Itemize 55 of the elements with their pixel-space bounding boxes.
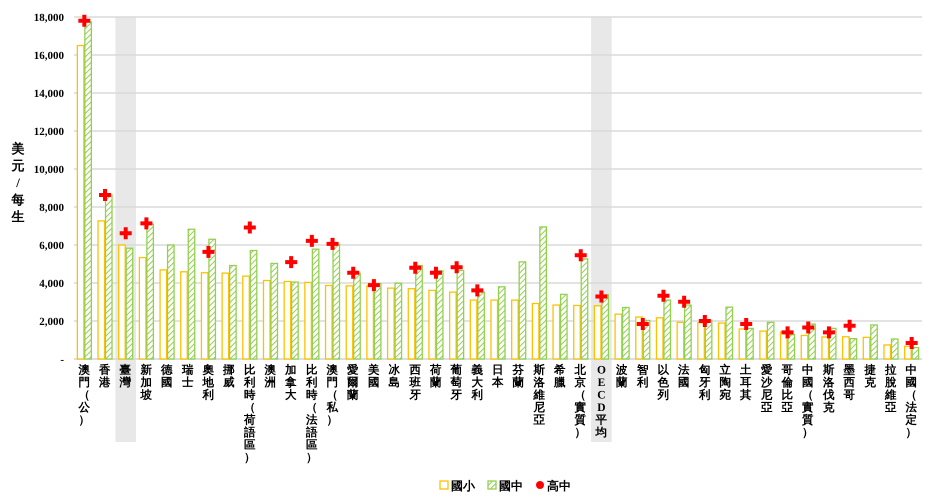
x-tick-label: 中國（實質） (802, 364, 814, 439)
y-tick-label: 12,000 (34, 126, 64, 138)
x-tick-label: 匈牙利 (698, 364, 711, 402)
x-tick-label: 愛沙尼亞 (760, 364, 773, 414)
x-tick-label: 德國 (161, 364, 174, 389)
x-tick-label: 比利時（荷語區） (244, 364, 256, 464)
x-tick-label: 新加坡 (140, 364, 152, 402)
x-tick-label: 澳門（私） (326, 364, 339, 426)
y-axis-title: 美元/每生 (12, 141, 24, 224)
x-tick-label: 以色列 (657, 364, 670, 402)
y-tick-label: 6,000 (39, 240, 64, 252)
x-tick-label: 挪威 (223, 364, 236, 389)
y-tick-label: 10,000 (34, 164, 64, 176)
x-tick-label: 中國（法定） (906, 364, 918, 439)
x-tick-label: 斯洛伐克 (822, 364, 835, 414)
x-tick-label: 美國 (368, 364, 380, 389)
x-tick-label: 葡萄牙 (450, 364, 463, 402)
x-tick-label: 澳洲 (264, 364, 276, 389)
x-tick-label: OECD平均 (595, 364, 608, 439)
x-tick-label: 法國 (678, 364, 690, 389)
x-tick-label: 荷蘭 (430, 364, 442, 389)
x-tick-label: 義大利 (471, 364, 484, 402)
x-tick-label: 臺灣 (120, 364, 132, 389)
y-tick-label: 2,000 (39, 316, 64, 328)
y-tick-label: 8,000 (39, 202, 64, 214)
legend-label: 高中 (547, 479, 571, 493)
x-tick-label: 希臘 (554, 364, 566, 389)
x-tick-label: 立陶宛 (720, 364, 732, 402)
x-tick-label: 北京（實質） (574, 364, 587, 439)
x-tick-label: 澳門（公） (78, 364, 90, 426)
x-tick-label: 智利 (636, 364, 649, 389)
y-tick-label: 14,000 (34, 88, 64, 100)
x-tick-label: 愛爾蘭 (347, 364, 360, 402)
x-tick-label: 斯洛維尼亞 (533, 364, 546, 426)
x-tick-label: 比利時（法語區） (306, 364, 318, 464)
x-tick-label: 加拿大 (285, 364, 298, 402)
x-tick-label: 冰島 (388, 364, 401, 389)
x-tick-label: 西班牙 (409, 364, 422, 402)
x-tick-label: 墨西哥 (844, 364, 856, 402)
x-tick-label: 土耳其 (740, 364, 752, 402)
x-tick-label: 波蘭 (616, 364, 628, 389)
x-tick-label: 拉脫維亞 (884, 364, 897, 414)
x-tick-label: 捷克 (864, 364, 876, 389)
x-tick-label: 香港 (99, 364, 112, 389)
x-tick-label: 奧地利 (202, 364, 214, 402)
y-tick-label: 16,000 (34, 50, 64, 62)
y-tick-label: - (60, 354, 64, 366)
x-tick-label: 芬蘭 (512, 364, 525, 389)
x-tick-label: 日本 (492, 364, 504, 389)
y-tick-label: 18,000 (34, 12, 64, 24)
legend-label: 國中 (499, 479, 523, 493)
y-tick-label: 4,000 (39, 278, 64, 290)
legend-label: 國小 (451, 479, 476, 493)
x-tick-label: 哥倫比亞 (782, 364, 794, 414)
x-tick-label: 瑞士 (182, 364, 194, 389)
